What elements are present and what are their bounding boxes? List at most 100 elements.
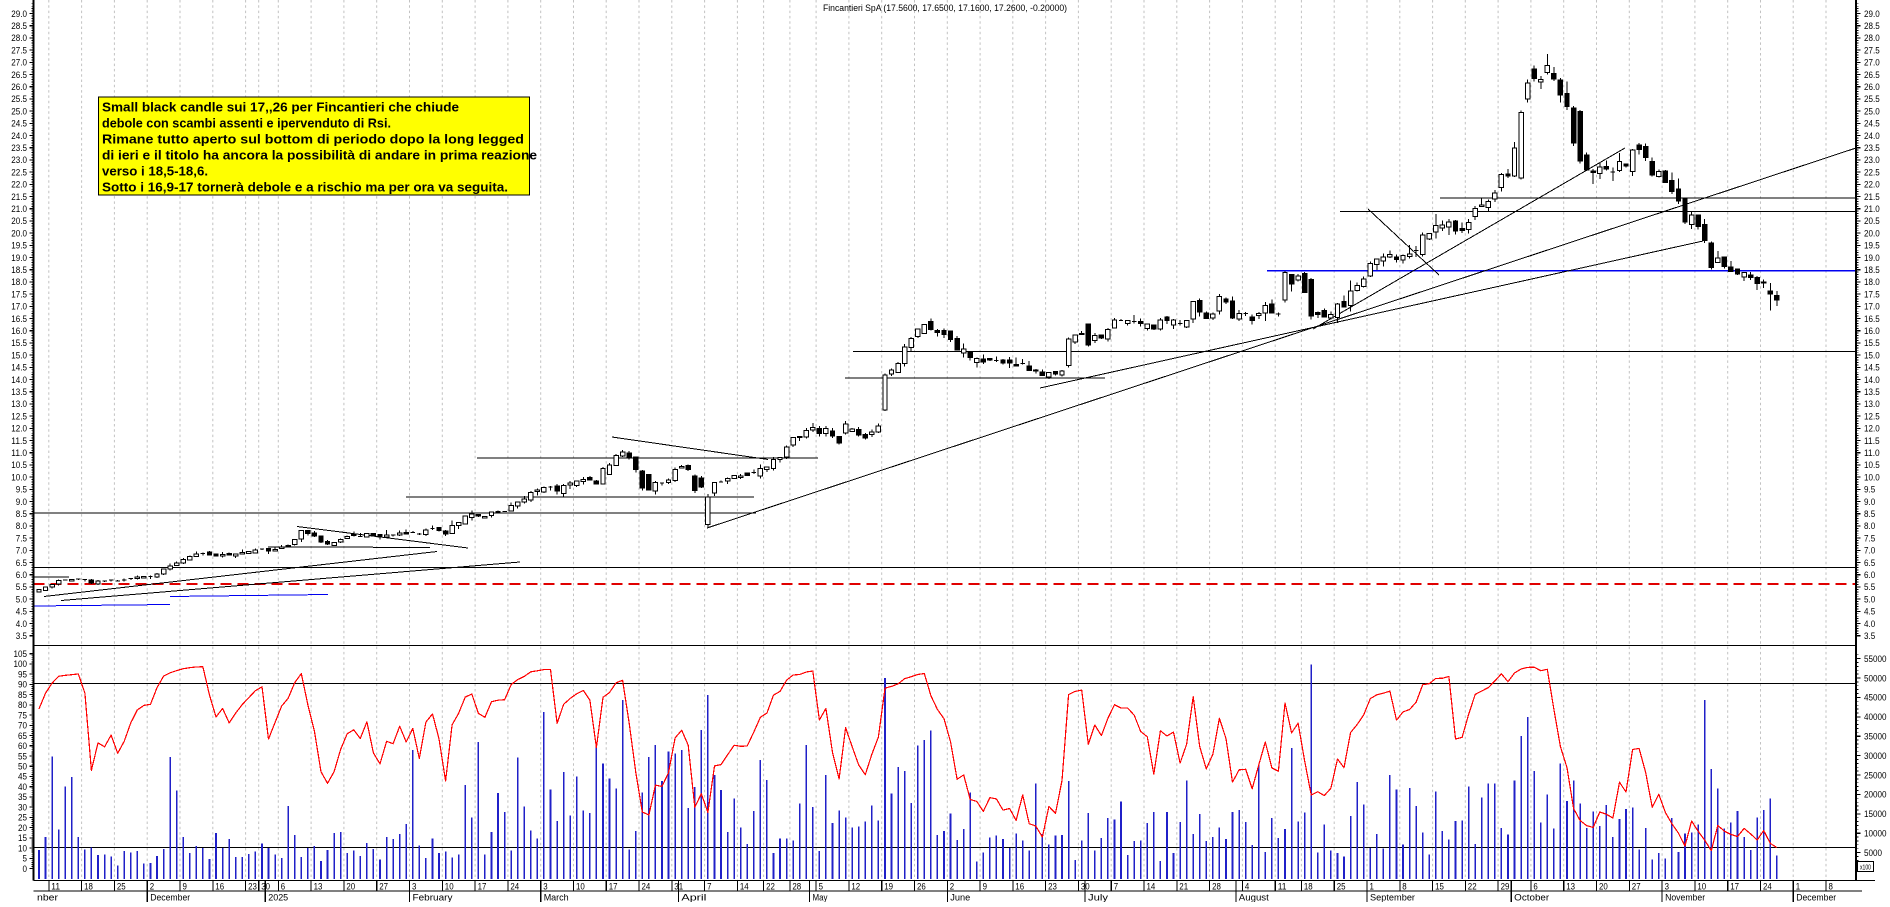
svg-text:8.0: 8.0 xyxy=(1864,521,1875,532)
svg-text:23.0: 23.0 xyxy=(1864,155,1880,166)
svg-text:9: 9 xyxy=(983,881,987,892)
svg-text:22: 22 xyxy=(1468,881,1477,892)
svg-text:4.0: 4.0 xyxy=(16,619,27,630)
svg-text:Rimane tutto aperto sul bottom: Rimane tutto aperto sul bottom di period… xyxy=(102,132,524,147)
svg-text:13.0: 13.0 xyxy=(1864,399,1880,410)
svg-text:14.5: 14.5 xyxy=(11,363,27,374)
svg-text:10.0: 10.0 xyxy=(1864,472,1880,483)
svg-text:70: 70 xyxy=(18,721,27,732)
svg-text:27.0: 27.0 xyxy=(11,58,27,69)
svg-text:2: 2 xyxy=(150,881,154,892)
svg-text:7: 7 xyxy=(707,881,711,892)
svg-text:6: 6 xyxy=(281,881,285,892)
svg-text:12.0: 12.0 xyxy=(11,424,27,435)
svg-text:13.0: 13.0 xyxy=(11,399,27,410)
svg-text:17: 17 xyxy=(609,881,618,892)
svg-text:23: 23 xyxy=(1048,881,1057,892)
svg-text:3: 3 xyxy=(1665,881,1669,892)
svg-text:80: 80 xyxy=(18,700,27,711)
svg-text:35: 35 xyxy=(18,792,27,803)
svg-text:18.0: 18.0 xyxy=(1864,277,1880,288)
svg-text:24.5: 24.5 xyxy=(11,119,27,130)
svg-text:22.5: 22.5 xyxy=(1864,167,1880,178)
svg-text:24: 24 xyxy=(510,881,519,892)
svg-text:23.5: 23.5 xyxy=(1864,143,1880,154)
svg-text:29.0: 29.0 xyxy=(11,9,27,20)
svg-text:85: 85 xyxy=(18,690,27,701)
svg-text:11.5: 11.5 xyxy=(11,436,27,447)
svg-text:21.0: 21.0 xyxy=(11,204,27,215)
svg-text:December: December xyxy=(1796,893,1837,903)
svg-text:9: 9 xyxy=(183,881,187,892)
svg-text:14.5: 14.5 xyxy=(1864,363,1880,374)
svg-text:June: June xyxy=(950,893,970,903)
svg-text:August: August xyxy=(1239,893,1269,903)
svg-text:24.5: 24.5 xyxy=(1864,119,1880,130)
svg-text:13: 13 xyxy=(1566,881,1575,892)
svg-text:16.5: 16.5 xyxy=(1864,314,1880,325)
svg-text:21.0: 21.0 xyxy=(1864,204,1880,215)
svg-text:28: 28 xyxy=(792,881,801,892)
svg-text:20.0: 20.0 xyxy=(11,228,27,239)
svg-text:16: 16 xyxy=(1015,881,1024,892)
svg-text:25.0: 25.0 xyxy=(11,106,27,117)
svg-text:10: 10 xyxy=(18,843,27,854)
svg-text:21.5: 21.5 xyxy=(1864,192,1880,203)
svg-text:November: November xyxy=(1665,893,1706,903)
svg-text:16.0: 16.0 xyxy=(1864,326,1880,337)
svg-text:20: 20 xyxy=(18,823,27,834)
svg-text:15.0: 15.0 xyxy=(11,350,27,361)
svg-text:11: 11 xyxy=(51,881,60,892)
svg-text:March: March xyxy=(544,893,569,903)
svg-text:13: 13 xyxy=(314,881,323,892)
svg-text:9.0: 9.0 xyxy=(16,497,27,508)
svg-text:17.0: 17.0 xyxy=(1864,302,1880,313)
svg-text:5.5: 5.5 xyxy=(16,582,27,593)
svg-text:3: 3 xyxy=(543,881,547,892)
svg-text:15: 15 xyxy=(18,833,27,844)
svg-text:23.5: 23.5 xyxy=(11,143,27,154)
svg-text:27: 27 xyxy=(1632,881,1641,892)
svg-text:18.5: 18.5 xyxy=(1864,265,1880,276)
svg-text:30: 30 xyxy=(18,802,27,813)
svg-text:26.0: 26.0 xyxy=(1864,82,1880,93)
svg-text:15.0: 15.0 xyxy=(1864,350,1880,361)
svg-text:45000: 45000 xyxy=(1864,693,1887,704)
svg-text:8.0: 8.0 xyxy=(16,521,27,532)
svg-text:30000: 30000 xyxy=(1864,751,1887,762)
svg-text:17: 17 xyxy=(478,881,487,892)
svg-text:55: 55 xyxy=(18,751,27,762)
svg-text:verso i 18,5-18,6.: verso i 18,5-18,6. xyxy=(102,164,208,179)
svg-text:10: 10 xyxy=(445,881,454,892)
svg-text:February: February xyxy=(413,893,453,903)
svg-text:3.5: 3.5 xyxy=(16,631,27,642)
svg-text:27.5: 27.5 xyxy=(11,45,27,56)
svg-text:95: 95 xyxy=(18,669,27,680)
svg-text:5.0: 5.0 xyxy=(16,594,27,605)
svg-text:24: 24 xyxy=(1763,881,1772,892)
svg-text:May: May xyxy=(813,893,828,903)
svg-text:di ieri e il titolo ha ancora: di ieri e il titolo ha ancora la possibi… xyxy=(102,148,537,163)
svg-text:10: 10 xyxy=(1697,881,1706,892)
svg-text:27: 27 xyxy=(379,881,388,892)
svg-text:55000: 55000 xyxy=(1864,654,1887,665)
svg-text:1: 1 xyxy=(1370,881,1374,892)
svg-text:28.0: 28.0 xyxy=(1864,33,1880,44)
svg-text:10000: 10000 xyxy=(1864,829,1887,840)
svg-text:26.5: 26.5 xyxy=(1864,70,1880,81)
svg-text:3: 3 xyxy=(412,881,416,892)
svg-text:24: 24 xyxy=(642,881,651,892)
svg-text:25: 25 xyxy=(117,881,126,892)
svg-text:17: 17 xyxy=(1730,881,1739,892)
svg-text:45: 45 xyxy=(18,772,27,783)
svg-text:29: 29 xyxy=(1501,881,1510,892)
svg-text:8: 8 xyxy=(1829,881,1833,892)
svg-text:24.0: 24.0 xyxy=(1864,131,1880,142)
svg-text:40000: 40000 xyxy=(1864,712,1887,723)
svg-text:12.0: 12.0 xyxy=(1864,424,1880,435)
svg-text:2: 2 xyxy=(950,881,954,892)
svg-text:6.0: 6.0 xyxy=(16,570,27,581)
svg-text:15: 15 xyxy=(1435,881,1444,892)
svg-text:50000: 50000 xyxy=(1864,673,1887,684)
svg-text:105: 105 xyxy=(14,649,28,660)
